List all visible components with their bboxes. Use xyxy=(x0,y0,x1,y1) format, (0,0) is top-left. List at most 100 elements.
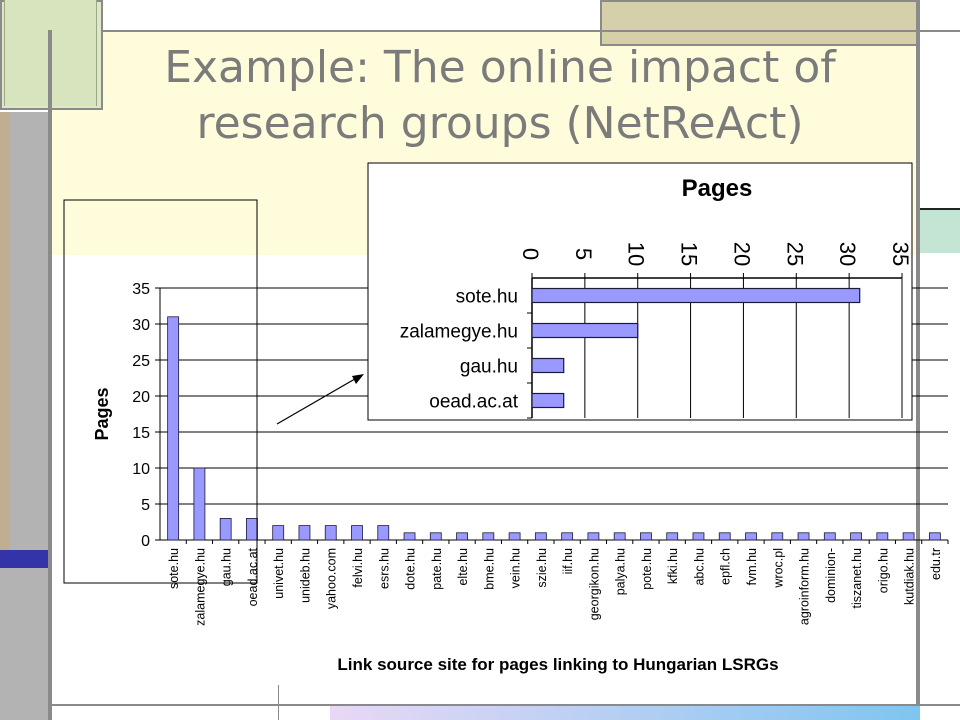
main-x-tick-label: szie.hu xyxy=(535,548,549,588)
main-x-tick-label: tiszanet.hu xyxy=(850,548,864,609)
main-bar xyxy=(797,532,810,541)
main-x-tick-label: bme.hu xyxy=(482,548,496,590)
main-x-tick-label: pote.hu xyxy=(640,548,654,590)
title-line-2: research groups (NetReAct) xyxy=(196,98,804,149)
main-bar xyxy=(850,532,862,541)
inset-y-tick-label: gau.hu xyxy=(460,357,518,378)
main-bar xyxy=(508,532,521,541)
main-bar xyxy=(456,532,468,541)
main-y-tick-label: 25 xyxy=(132,353,150,370)
main-x-tick-label: dote.hu xyxy=(404,548,418,590)
main-bar xyxy=(246,518,258,541)
right-top-rule xyxy=(920,30,960,32)
main-x-tick-label: wroc.pl xyxy=(771,548,785,589)
main-bar xyxy=(429,532,442,541)
inset-x-tick-label: 35 xyxy=(888,242,913,266)
main-bar xyxy=(928,532,941,541)
main-bar xyxy=(534,532,547,541)
inset-bar-chart: 0 5 10 15 20 25 30 35 sote.hu zalamegye.hu gau.hu o… xyxy=(367,162,913,421)
inset-y-tick-label: oead.ac.at xyxy=(429,392,518,413)
bottom-tick xyxy=(278,682,279,720)
main-y-tick-label: 5 xyxy=(141,497,150,514)
main-bar xyxy=(377,525,390,541)
main-bar xyxy=(666,532,679,541)
main-x-tick-label: oead.ac.at xyxy=(246,547,260,606)
main-x-tick-label: edu.tr xyxy=(929,548,943,580)
main-x-tick-label: origo.hu xyxy=(876,548,890,593)
main-bar xyxy=(324,525,337,541)
inset-bar xyxy=(531,287,861,304)
main-y-tick-label: 20 xyxy=(132,389,150,406)
main-x-tick-label: fvm.hu xyxy=(745,548,759,586)
main-y-axis-title: Pages xyxy=(92,387,112,440)
main-x-tick-label: kutdiak.hu xyxy=(903,548,917,605)
main-bar xyxy=(692,532,705,541)
main-x-tick-label: agroinform.hu xyxy=(798,548,812,625)
main-bar xyxy=(298,525,311,541)
inset-x-tick-label: 30 xyxy=(835,242,860,266)
main-bar xyxy=(167,316,180,541)
callout-arrow-head xyxy=(352,374,364,384)
inset-x-tick-label: 0 xyxy=(518,248,543,260)
main-x-tick-label: georgikon.hu xyxy=(587,548,601,620)
main-y-tick-label: 10 xyxy=(132,461,150,478)
main-x-tick-label: dominion- xyxy=(824,548,838,603)
left-rule xyxy=(48,30,52,720)
main-x-tick-label: vein.hu xyxy=(509,548,523,588)
bottom-gradient-bar xyxy=(330,706,920,720)
main-x-tick-label: yahoo.com xyxy=(325,548,339,609)
main-bar xyxy=(351,525,363,541)
inset-x-tick-label: 25 xyxy=(782,242,807,266)
inset-y-tick-label: zalamegye.hu xyxy=(400,322,518,343)
inset-x-tick-label: 20 xyxy=(729,242,754,266)
inset-x-tick-label: 15 xyxy=(677,242,702,266)
main-bar xyxy=(193,467,206,541)
main-x-tick-label: felvi.hu xyxy=(351,548,365,588)
inset-bar xyxy=(531,322,639,339)
slide-title: Example: The online impact of research g… xyxy=(100,40,900,152)
main-bar xyxy=(561,532,574,541)
inset-bar xyxy=(531,392,565,409)
main-x-tick-label: univet.hu xyxy=(272,548,286,599)
inset-y-tick-label: sote.hu xyxy=(456,287,518,308)
main-x-tick-label: abc.hu xyxy=(692,548,706,586)
main-bar xyxy=(902,532,915,541)
main-x-tick-label: pate.hu xyxy=(430,548,444,590)
blue-accent-bar xyxy=(0,550,48,568)
main-y-tick-label: 15 xyxy=(132,425,150,442)
teal-square xyxy=(920,208,960,253)
main-x-tick-label: palya.hu xyxy=(614,548,628,595)
main-x-tick-label: zalamegye.hu xyxy=(193,548,207,626)
olive-top-rectangle xyxy=(600,0,920,46)
main-x-tick-label: esrs.hu xyxy=(377,548,391,589)
main-bar xyxy=(771,532,784,541)
main-bar xyxy=(613,532,626,541)
top-rule xyxy=(103,30,923,32)
highlight-box xyxy=(63,199,258,584)
main-bar xyxy=(219,518,232,541)
main-x-tick-label: unideb.hu xyxy=(298,548,312,603)
main-y-tick-label: 35 xyxy=(132,281,150,298)
main-x-tick-label: epfl.ch xyxy=(719,548,733,585)
title-line-1: Example: The online impact of xyxy=(164,42,836,93)
inset-x-tick-label: 10 xyxy=(624,242,649,266)
main-y-tick-label: 30 xyxy=(132,317,150,334)
main-bar xyxy=(718,532,731,541)
callout-arrow-line xyxy=(276,375,361,425)
inset-bar xyxy=(531,357,565,374)
inset-chart-title: Pages xyxy=(682,175,753,202)
main-bar xyxy=(482,532,495,541)
main-x-tick-label: kfki.hu xyxy=(666,548,680,584)
main-bar xyxy=(823,532,836,541)
main-bar xyxy=(876,532,889,541)
main-bar xyxy=(272,525,285,541)
main-x-tick-label: sote.hu xyxy=(167,548,181,589)
main-x-axis-title: Link source site for pages linking to Hu… xyxy=(337,655,778,674)
main-x-tick-label: gau.hu xyxy=(220,548,234,586)
main-y-tick-label: 0 xyxy=(141,533,150,550)
main-x-tick-label: elte.hu xyxy=(456,548,470,586)
main-bar xyxy=(587,532,600,541)
main-bar-chart: 0 5 10 15 20 25 30 35 sote.hu zalamegye.hu gau.hu o… xyxy=(92,281,949,674)
main-bar xyxy=(745,532,757,541)
